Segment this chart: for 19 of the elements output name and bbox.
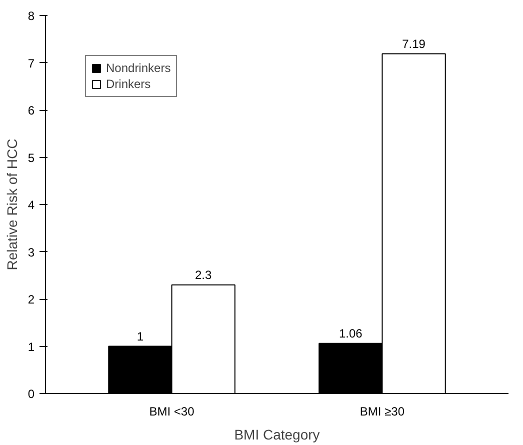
y-tick-label: 5	[28, 150, 35, 165]
x-axis-title: BMI Category	[234, 426, 320, 442]
data-label: 1	[136, 329, 144, 344]
y-tick-label: 4	[28, 198, 35, 212]
y-tick-label: 7	[28, 56, 35, 70]
x-tick-label: BMI ≥30	[360, 404, 405, 418]
y-tick-label: 8	[28, 9, 35, 23]
x-tick-label: BMI <30	[149, 404, 195, 418]
y-tick-label: 6	[28, 104, 35, 118]
legend-label: Nondrinkers	[106, 61, 171, 75]
y-tick-label: 2	[28, 292, 35, 306]
data-label: 1.06	[338, 326, 363, 340]
y-tick-label: 0	[28, 387, 35, 401]
y-tick-label: 3	[28, 245, 35, 260]
legend-label: Drinkers	[106, 77, 151, 91]
data-label: 7.19	[402, 36, 426, 51]
y-tick-label: 1	[28, 340, 35, 354]
y-axis-title: Relative Risk of HCC	[4, 138, 20, 270]
data-label: 2.3	[195, 268, 212, 282]
